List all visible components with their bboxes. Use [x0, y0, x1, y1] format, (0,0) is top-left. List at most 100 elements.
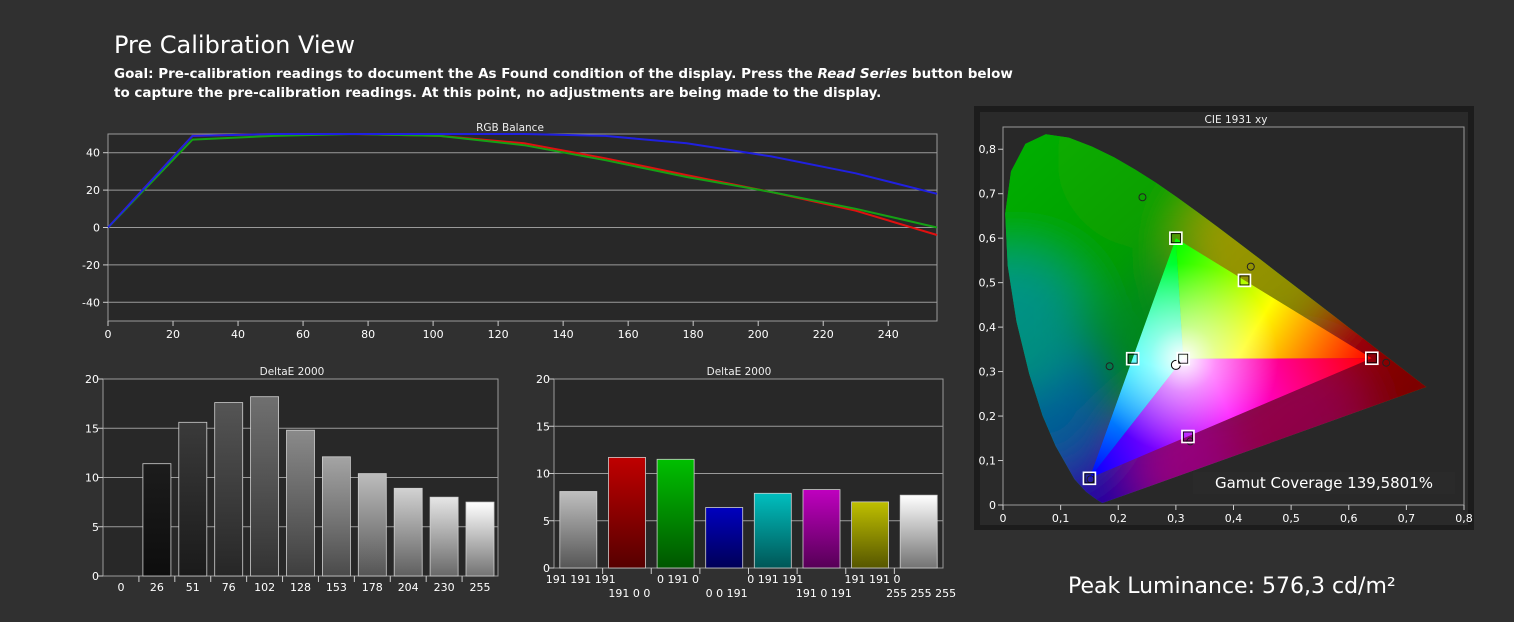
- cie-target-marker-inner: [1239, 275, 1250, 286]
- rgb-ytick-label: -40: [82, 296, 100, 309]
- deltae-xtick-label: 204: [398, 581, 419, 594]
- rgb-blue-line: [107, 133, 938, 229]
- cie-xtick-label: 0,8: [1455, 512, 1473, 525]
- read-series-emphasis: Read Series: [817, 66, 908, 82]
- deltae-bar: [429, 496, 459, 577]
- deltae-ytick-label: 5: [543, 515, 550, 528]
- deltae-ytick-label: 10: [536, 468, 550, 481]
- cie-ytick-label: 0,4: [979, 321, 997, 334]
- deltae-bar: [250, 396, 280, 577]
- cie-xtick-label: 0,2: [1110, 512, 1128, 525]
- rgb-xtick-label: 240: [878, 328, 899, 341]
- rgb-xtick-label: 60: [296, 328, 310, 341]
- deltae-xtick-label: 191 191 191: [546, 573, 616, 586]
- deltae-bar: [559, 491, 598, 569]
- cie-measured-point: [1138, 193, 1147, 202]
- cie-target-marker: [1176, 351, 1190, 366]
- cie-ticks: 0 0,1 0,2 0,3 0,4 0,5 0,6 0,7 0,8 0 0,1 0,2 0,3 0,4 0,…: [979, 143, 1473, 525]
- deltae-bar: [286, 429, 315, 577]
- deltae-bar: [753, 492, 792, 569]
- deltae-xtick-label: 191 0 0: [608, 587, 650, 600]
- rgb-lines: [107, 132, 938, 236]
- cie-measured-point: [1105, 362, 1114, 371]
- cie-ytick-label: 0,3: [979, 366, 997, 379]
- cie-chart: CIE 1931 xy 0 0,1 0,2 0,3 0,4 0,5 0,6 0,7 0,8 0 0,…: [974, 106, 1474, 530]
- cie-points: [1082, 193, 1391, 486]
- rgb-ytick-label: 20: [86, 184, 100, 197]
- rgb-xtick-label: 160: [618, 328, 639, 341]
- deltae-xtick-label: 0 191 191: [747, 573, 803, 586]
- deltae-xtick-label: 26: [150, 581, 164, 594]
- deltae-ytick-label: 20: [85, 373, 99, 386]
- rgb-xtick-label: 40: [231, 328, 245, 341]
- cie-target-marker: [1125, 351, 1140, 366]
- deltae-ytick-label: 15: [85, 422, 99, 435]
- cie-ytick-label: 0,1: [979, 455, 997, 468]
- deltae-xtick-label: 0 191 0: [657, 573, 699, 586]
- deltae-xtick-label: 0: [118, 581, 125, 594]
- page-title: Pre Calibration View: [114, 31, 355, 59]
- deltae-xtick-label: 76: [222, 581, 236, 594]
- cie-xtick-label: 0,4: [1225, 512, 1243, 525]
- deltae-bar: [705, 507, 744, 569]
- deltae-xtick-label: 191 0 191: [796, 587, 852, 600]
- cie-title: CIE 1931 xy: [1205, 114, 1268, 126]
- rgb-ytick-label: 40: [86, 147, 100, 160]
- cie-target-marker: [1169, 231, 1183, 245]
- deltae-xtick-label: 191 191 0: [845, 573, 901, 586]
- deltae-bar: [178, 421, 208, 577]
- deltae-xtick-label: 230: [434, 581, 455, 594]
- cie-xtick-label: 0,6: [1340, 512, 1358, 525]
- cie-ytick-label: 0,7: [979, 188, 997, 201]
- rgb-grid: [108, 152, 937, 303]
- deltae-xtick-label: 0 0 191: [706, 587, 748, 600]
- cie-target-marker: [1082, 471, 1097, 486]
- deltae-bar: [656, 458, 695, 569]
- deltae-grayscale-title: DeltaE 2000: [260, 366, 325, 378]
- cie-xtick-label: 0,1: [1052, 512, 1070, 525]
- deltae-grayscale-bars: [142, 396, 495, 577]
- cie-target-marker-inner: [1366, 353, 1377, 364]
- deltae-color-bars: [559, 456, 938, 569]
- cie-target-marker-inner: [1170, 233, 1181, 244]
- rgb-ytick-label: 0: [93, 222, 100, 235]
- deltae-xtick-label: 51: [186, 581, 200, 594]
- deltae-bar: [321, 456, 351, 577]
- cie-target-marker: [1237, 273, 1252, 288]
- deltae-xtick-label: 178: [362, 581, 383, 594]
- deltae-bar: [851, 501, 889, 569]
- deltae-xtick-label: 255 255 255: [886, 587, 956, 600]
- rgb-xtick-label: 220: [813, 328, 834, 341]
- rgb-xtick-label: 200: [748, 328, 769, 341]
- rgb-xtick-label: 140: [553, 328, 574, 341]
- goal-suffix: button below to capture the pre-calibrat…: [114, 66, 1013, 101]
- deltae-bar: [608, 456, 646, 569]
- deltae-xtick-label: 102: [254, 581, 275, 594]
- peak-luminance: Peak Luminance: 576,3 cd/m²: [1068, 574, 1396, 599]
- cie-measured-point: [1246, 262, 1255, 271]
- cie-xtick-label: 0,5: [1282, 512, 1300, 525]
- deltae-ytick-label: 15: [536, 420, 550, 433]
- cie-measured-point: [1382, 358, 1391, 367]
- deltae-color-title: DeltaE 2000: [707, 366, 772, 378]
- cie-ytick-label: 0,6: [979, 232, 997, 245]
- deltae-xtick-label: 153: [326, 581, 347, 594]
- rgb-xtick-label: 0: [105, 328, 112, 341]
- cie-target-marker: [1365, 351, 1379, 366]
- rgb-xtick-label: 180: [683, 328, 704, 341]
- deltae-ytick-label: 0: [92, 570, 99, 583]
- rgb-xtick-label: 20: [166, 328, 180, 341]
- rgb-balance-title: RGB Balance: [476, 122, 544, 134]
- deltae-bar: [357, 473, 387, 577]
- cie-xtick-label: 0: [1000, 512, 1007, 525]
- goal-prefix: Goal: Pre-calibration readings to docume…: [114, 66, 818, 82]
- rgb-xtick-label: 80: [361, 328, 375, 341]
- deltae-bar: [214, 402, 244, 577]
- rgb-ytick-label: -20: [82, 259, 100, 272]
- deltae-bar: [142, 463, 172, 577]
- cie-target-marker-inner: [1127, 353, 1138, 364]
